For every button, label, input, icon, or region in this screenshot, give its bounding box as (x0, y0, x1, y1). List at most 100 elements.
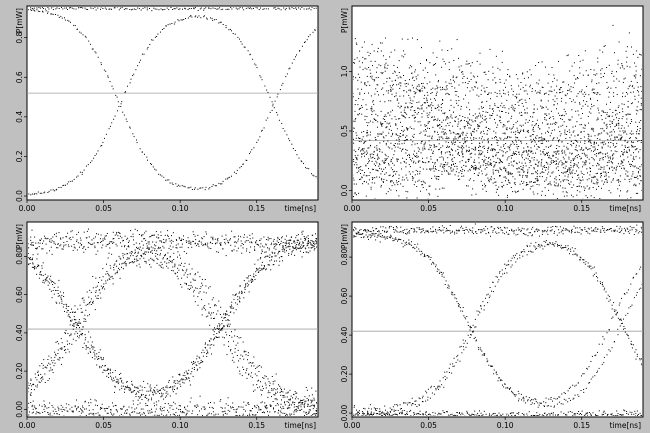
data-point (623, 103, 625, 105)
data-point (203, 408, 205, 410)
data-point (250, 372, 252, 374)
data-point (414, 181, 416, 183)
data-point (127, 253, 129, 255)
data-point (564, 150, 566, 152)
data-point (70, 320, 72, 322)
data-point (542, 171, 543, 173)
data-point (404, 106, 406, 108)
data-point (480, 150, 482, 152)
data-point (31, 412, 33, 414)
data-point (395, 95, 397, 97)
data-point (204, 406, 206, 408)
data-point (436, 124, 438, 126)
data-point (388, 164, 390, 166)
data-point (558, 139, 560, 141)
data-point (142, 394, 144, 396)
data-point (237, 299, 239, 301)
data-point (413, 136, 415, 138)
data-point (511, 127, 513, 129)
data-point (596, 178, 598, 180)
data-point (577, 134, 578, 136)
data-point (367, 183, 369, 185)
data-point (70, 7, 72, 9)
data-point (474, 168, 476, 170)
data-point (452, 142, 454, 144)
data-point (518, 153, 520, 155)
data-point (171, 270, 173, 271)
data-point (513, 131, 515, 133)
data-point (161, 175, 163, 177)
x-tick-label: 0.10 (172, 204, 189, 213)
data-point (381, 88, 383, 90)
data-point (385, 59, 387, 60)
data-point (513, 143, 515, 145)
data-point (117, 231, 119, 233)
data-point (424, 125, 426, 127)
data-point (146, 9, 148, 11)
data-point (594, 92, 596, 94)
data-point (462, 154, 464, 156)
data-point (189, 384, 191, 386)
data-point (372, 177, 374, 179)
data-point (134, 258, 136, 260)
data-point (397, 158, 399, 160)
data-point (536, 176, 538, 177)
data-point (428, 192, 430, 194)
data-point (212, 184, 214, 186)
data-point (30, 379, 32, 381)
data-point (446, 170, 448, 172)
data-point (38, 246, 40, 248)
data-point (584, 91, 586, 93)
data-point (597, 61, 599, 63)
data-point (624, 145, 626, 147)
data-point (518, 174, 520, 176)
data-point (89, 7, 91, 8)
data-point (477, 124, 479, 125)
data-point (246, 236, 248, 238)
data-point (272, 401, 274, 402)
data-point (82, 347, 84, 348)
data-point (122, 255, 124, 257)
data-point (400, 121, 401, 123)
data-point (30, 236, 32, 238)
data-point (154, 168, 156, 170)
data-point (397, 143, 399, 145)
data-point (104, 365, 106, 367)
data-point (561, 164, 563, 166)
data-point (394, 150, 396, 152)
data-point (635, 121, 637, 123)
data-point (243, 369, 245, 370)
data-point (249, 8, 251, 10)
data-point (549, 164, 551, 166)
data-point (434, 175, 436, 177)
data-point (29, 383, 31, 385)
data-point (312, 241, 314, 243)
data-point (507, 69, 509, 71)
data-point (49, 363, 51, 365)
data-point (28, 243, 29, 245)
data-point (585, 147, 587, 149)
data-point (591, 79, 593, 81)
data-point (458, 121, 460, 123)
data-point (214, 327, 215, 329)
data-point (231, 30, 232, 32)
data-point (602, 171, 604, 173)
data-point (34, 236, 36, 238)
data-point (562, 191, 564, 193)
data-point (631, 175, 633, 177)
data-point (203, 244, 205, 246)
data-point (273, 264, 275, 266)
data-point (543, 138, 545, 139)
data-point (535, 171, 537, 173)
data-point (581, 148, 583, 150)
data-point (536, 178, 538, 180)
data-point (409, 89, 411, 91)
data-point (573, 184, 575, 186)
data-point (214, 415, 216, 416)
data-point (413, 133, 415, 135)
data-point (607, 157, 609, 159)
data-point (387, 140, 389, 142)
data-point (36, 193, 38, 195)
data-point (239, 298, 241, 300)
data-point (446, 164, 448, 166)
